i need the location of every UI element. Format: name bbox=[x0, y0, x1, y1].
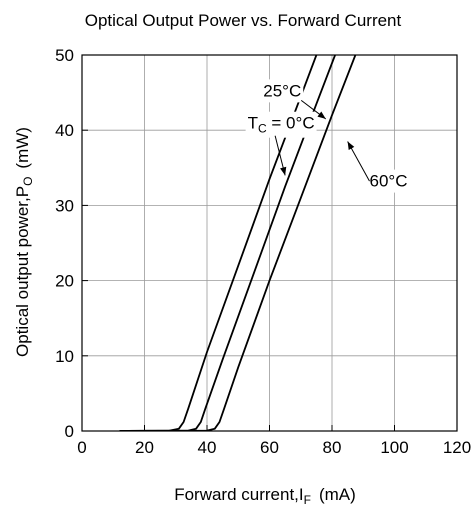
y-axis-label-symbol: P bbox=[13, 186, 32, 197]
chart-title: Optical Output Power vs. Forward Current bbox=[85, 11, 402, 30]
series-line-0 bbox=[119, 55, 318, 431]
x-tick-label: 60 bbox=[260, 438, 279, 457]
axis-ticks: 0 20 40 60 80 100 120 0 10 20 30 40 50 bbox=[55, 46, 471, 457]
x-tick-label: 40 bbox=[198, 438, 217, 457]
x-axis-label-sub: F bbox=[304, 493, 311, 507]
y-tick-label: 50 bbox=[55, 46, 74, 65]
series-label-main: 25°C bbox=[263, 81, 301, 100]
grid bbox=[82, 55, 457, 431]
x-axis-label: Forward current,IF (mA) bbox=[174, 485, 356, 507]
x-tick-label: 100 bbox=[380, 438, 408, 457]
y-tick-label: 40 bbox=[55, 121, 74, 140]
y-tick-label: 30 bbox=[55, 196, 74, 215]
series-label-sub: C bbox=[258, 122, 267, 136]
y-tick-label: 0 bbox=[65, 422, 74, 441]
x-tick-label: 80 bbox=[323, 438, 342, 457]
arrowhead bbox=[280, 166, 287, 176]
series-label-main: T bbox=[248, 114, 258, 133]
y-axis-label-sub: O bbox=[21, 177, 35, 186]
series-lines bbox=[119, 55, 357, 431]
x-axis-label-symbol: I bbox=[299, 485, 304, 504]
series-label-bg bbox=[367, 169, 410, 193]
x-tick-label: 120 bbox=[443, 438, 471, 457]
series-label-bg bbox=[261, 79, 304, 103]
y-axis-label-text: Optical output power, bbox=[13, 197, 32, 357]
arrowhead bbox=[347, 141, 355, 151]
x-tick-label: 0 bbox=[77, 438, 86, 457]
x-tick-label: 20 bbox=[135, 438, 154, 457]
series-label-rest: = 0°C bbox=[267, 114, 315, 133]
y-tick-label: 10 bbox=[55, 347, 74, 366]
y-axis-label: Optical output power,PO (mW) bbox=[13, 127, 35, 357]
series-label-2: 60°C bbox=[370, 172, 408, 191]
series-line-2 bbox=[119, 55, 357, 431]
series-label-bg bbox=[245, 111, 317, 138]
annotations: TC = 0°C 25°C 60°C bbox=[245, 79, 410, 193]
y-axis-label-unit: (mW) bbox=[13, 127, 32, 169]
series-label-0: TC = 0°C bbox=[248, 114, 315, 136]
series-label-1: 25°C bbox=[263, 81, 301, 100]
y-tick-label: 20 bbox=[55, 272, 74, 291]
x-axis-label-text: Forward current, bbox=[174, 485, 299, 504]
arrowhead bbox=[317, 111, 326, 119]
series-line-1 bbox=[119, 55, 336, 431]
x-axis-label-unit: (mA) bbox=[319, 485, 356, 504]
series-label-main: 60°C bbox=[370, 172, 408, 191]
